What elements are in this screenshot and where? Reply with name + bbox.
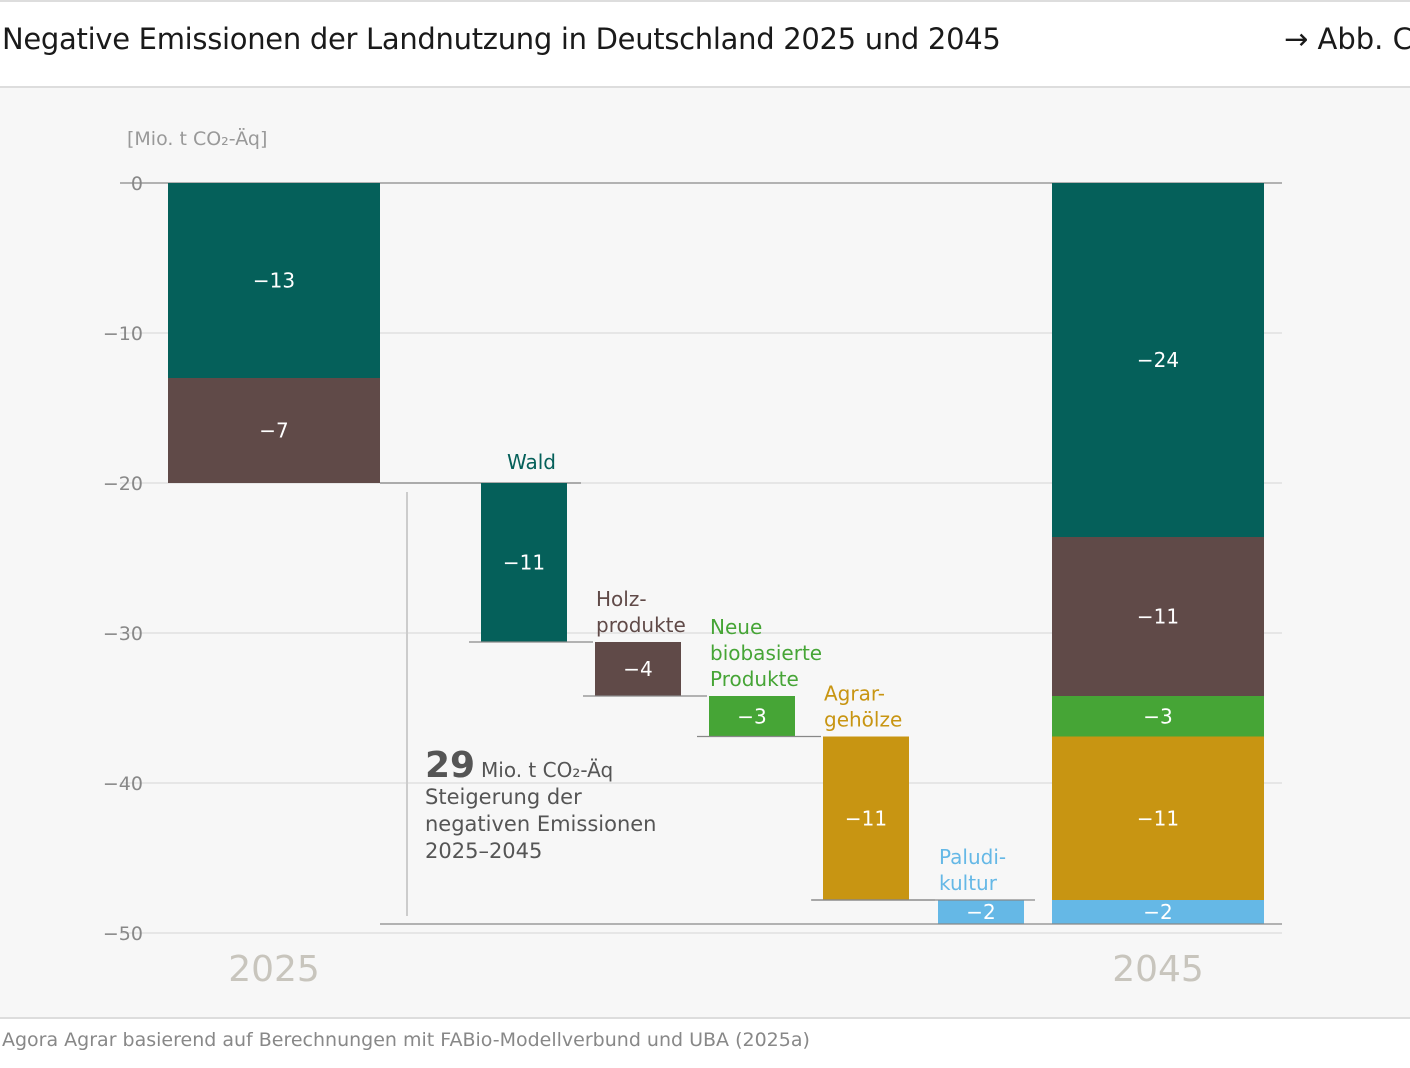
step-name-label: gehölze — [824, 708, 902, 732]
y-tick-label: −20 — [103, 473, 143, 495]
chart-title: Negative Emissionen der Landnutzung in D… — [2, 22, 1001, 56]
bar-2045-agrargehölze — [1052, 736, 1264, 900]
annotation-text: 2025–2045 — [425, 839, 542, 863]
bar-2025-holzprodukte-value-label: −7 — [259, 419, 288, 443]
step-name-label: Paludi- — [939, 845, 1006, 869]
bar-2025-holzprodukte — [168, 378, 380, 483]
y-axis-label: [Mio. t CO₂-Äq] — [127, 127, 267, 150]
y-tick-label: 0 — [131, 173, 143, 195]
step-name-label: Neue — [710, 615, 762, 639]
figure-reference-link[interactable]: → Abb. C — [1284, 22, 1410, 56]
step-name-label: Wald — [507, 450, 556, 474]
bar-step-agrargehölze — [823, 736, 909, 900]
top-divider — [0, 0, 1410, 2]
bar-2045-holzprodukte — [1052, 537, 1264, 696]
bar-step-wald-value-label: −11 — [503, 551, 545, 575]
bar-2025-wald-value-label: −13 — [253, 269, 295, 293]
annotation-text: Steigerung der — [425, 785, 582, 809]
bar-step-holzprodukte-value-label: −4 — [623, 657, 652, 681]
x-category-label: 2025 — [228, 949, 320, 990]
step-name-label: Produkte — [710, 667, 799, 691]
y-tick-label: −40 — [103, 773, 143, 795]
annotation-text: negativen Emissionen — [425, 812, 657, 836]
bar-2045-neue-biobasierte-produkte — [1052, 696, 1264, 737]
bar-step-paludikultur-value-label: −2 — [966, 900, 995, 924]
bar-2045-paludikultur-value-label: −2 — [1143, 900, 1172, 924]
bar-step-neue-biobasierte-produkte — [709, 696, 795, 737]
bar-2045-wald-value-label: −24 — [1137, 348, 1179, 372]
y-tick-label: −10 — [103, 323, 143, 345]
bar-2045-neue-biobasierte-produkte-value-label: −3 — [1143, 704, 1172, 728]
step-name-label: biobasierte — [710, 641, 822, 665]
bar-2045-agrargehölze-value-label: −11 — [1137, 806, 1179, 830]
source-note: Agora Agrar basierend auf Berechnungen m… — [2, 1029, 810, 1051]
y-tick-label: −50 — [103, 923, 143, 945]
bar-step-paludikultur — [938, 900, 1024, 924]
step-name-label: produkte — [596, 613, 686, 637]
annotation-number: 29 — [425, 745, 475, 786]
annotation-unit: Mio. t CO₂-Äq — [481, 758, 613, 782]
step-name-label: kultur — [939, 871, 998, 895]
bar-step-neue-biobasierte-produkte-value-label: −3 — [737, 704, 766, 728]
bar-2045-wald — [1052, 183, 1264, 537]
step-name-label: Agrar- — [824, 682, 885, 706]
step-name-label: Holz- — [596, 587, 647, 611]
bar-2045-paludikultur — [1052, 900, 1264, 924]
bar-step-wald — [481, 483, 567, 642]
bar-2045-holzprodukte-value-label: −11 — [1137, 605, 1179, 629]
y-tick-label: −30 — [103, 623, 143, 645]
bar-step-agrargehölze-value-label: −11 — [845, 806, 887, 830]
bar-step-holzprodukte — [595, 642, 681, 696]
x-category-label: 2045 — [1112, 949, 1204, 990]
bar-2025-wald — [168, 183, 380, 378]
